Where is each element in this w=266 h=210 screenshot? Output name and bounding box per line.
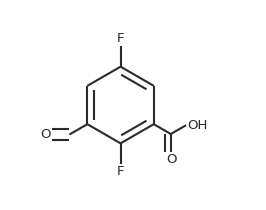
Text: F: F	[117, 32, 124, 45]
Text: O: O	[167, 153, 177, 166]
Text: OH: OH	[187, 119, 207, 132]
Text: O: O	[41, 128, 51, 141]
Text: F: F	[117, 165, 124, 178]
